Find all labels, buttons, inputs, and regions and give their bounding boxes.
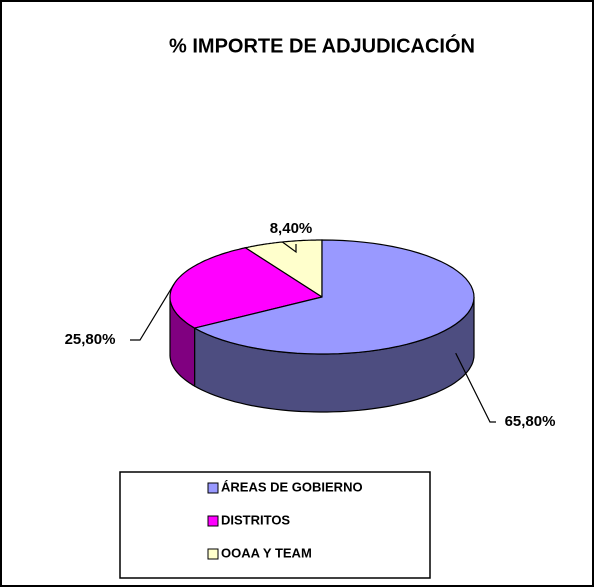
legend-label: DISTRITOS xyxy=(221,512,290,527)
legend-swatch xyxy=(207,548,219,560)
legend-label: ÁREAS DE GOBIERNO xyxy=(221,479,363,494)
pie-slice xyxy=(193,239,475,355)
data-label: 25,80% xyxy=(65,331,116,348)
legend-swatch xyxy=(207,515,219,527)
legend-swatch xyxy=(207,482,219,494)
data-label: 65,80% xyxy=(505,413,556,430)
legend-label: OOAA Y TEAM xyxy=(221,545,312,560)
data-label: 8,40% xyxy=(270,220,313,237)
leader-line xyxy=(455,352,496,423)
legend-box xyxy=(119,471,431,579)
leader-line xyxy=(282,241,297,254)
leader-line xyxy=(130,283,175,341)
chart-title: % IMPORTE DE ADJUDICACIÓN xyxy=(169,33,475,57)
